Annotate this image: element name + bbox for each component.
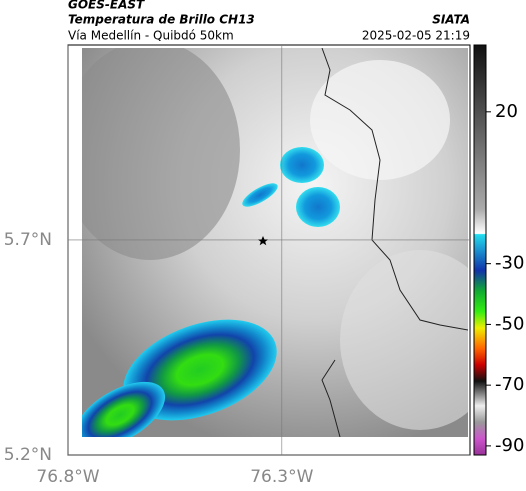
- source: SIATA: [432, 13, 470, 27]
- colorbar: [473, 44, 487, 456]
- y-tick-label: 5.2°N: [4, 445, 52, 465]
- location-star: [258, 236, 268, 246]
- colorbar-tick-label: 20: [495, 101, 518, 122]
- y-tick-label: 5.7°N: [4, 230, 52, 250]
- subtitle: Temperatura de Brillo CH13: [68, 13, 255, 27]
- datetime: 2025-02-05 21:19: [362, 29, 470, 43]
- x-tick-label: 76.3°W: [250, 467, 313, 487]
- colorbar-tick-label: -50: [495, 313, 524, 334]
- colorbar-tick-label: -70: [495, 374, 524, 395]
- colorbar-ticks: 20 -30 -50 -70 -90: [486, 101, 524, 456]
- colorbar-tick-label: -90: [495, 435, 524, 456]
- title: GOES-EAST: [68, 0, 145, 12]
- route: Vía Medellín - Quibdó 50km: [68, 29, 234, 43]
- x-tick-label: 76.8°W: [36, 467, 99, 487]
- map-ticks: 76.8°W 76.3°W 5.2°N 5.7°N: [4, 45, 470, 487]
- colorbar-tick-label: -30: [495, 253, 524, 274]
- satellite-image: [82, 48, 468, 437]
